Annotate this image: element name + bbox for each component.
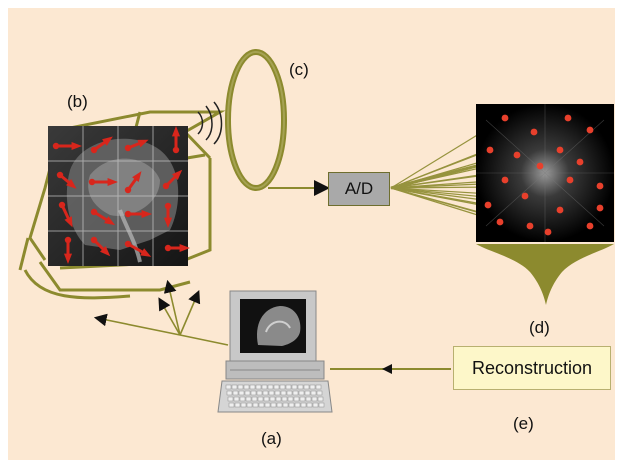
kspace-sample-dot bbox=[536, 162, 544, 170]
computer-terminal-icon bbox=[217, 290, 333, 413]
kspace-sample-dot bbox=[484, 201, 492, 209]
spin-arrow bbox=[58, 201, 73, 228]
kspace-sample-dot bbox=[486, 146, 494, 154]
kspace-sample-dot bbox=[501, 176, 509, 184]
ad-converter-box: A/D bbox=[328, 172, 390, 206]
kspace-samples bbox=[484, 114, 604, 236]
kspace-sample-dot bbox=[576, 158, 584, 166]
kspace-sample-dot bbox=[596, 204, 604, 212]
spin-arrow bbox=[90, 136, 113, 154]
kspace-sample-dot bbox=[556, 146, 564, 154]
spin-arrow bbox=[163, 202, 173, 228]
kspace-sample-dot bbox=[521, 192, 529, 200]
kspace-sample-dot bbox=[596, 182, 604, 190]
control-lines bbox=[93, 279, 229, 346]
reconstruction-box: Reconstruction bbox=[453, 346, 611, 390]
receive-coil-icon bbox=[225, 49, 287, 191]
label-e: (e) bbox=[513, 414, 534, 433]
spin-arrow bbox=[90, 236, 111, 257]
label-c: (c) bbox=[289, 60, 309, 79]
spin-arrow bbox=[162, 169, 183, 190]
spin-arrow bbox=[52, 141, 82, 151]
label-b: (b) bbox=[67, 92, 88, 111]
spin-arrow bbox=[124, 139, 149, 152]
kspace-funnel bbox=[476, 244, 614, 305]
rf-wave-icon bbox=[197, 101, 223, 145]
spin-arrow bbox=[88, 177, 118, 187]
spin-arrow bbox=[124, 209, 152, 219]
spin-arrow bbox=[63, 236, 73, 264]
spin-arrow bbox=[124, 171, 142, 194]
label-a: (a) bbox=[261, 429, 282, 448]
spin-arrow bbox=[56, 171, 77, 189]
brain-mri-slice bbox=[48, 126, 190, 266]
recon-arrow-icon bbox=[382, 364, 392, 374]
kspace-sample-dot bbox=[526, 222, 534, 230]
kspace-sample-dot bbox=[501, 114, 509, 122]
spin-arrow bbox=[164, 243, 190, 253]
kspace-sample-dot bbox=[564, 114, 572, 122]
spin-arrows bbox=[52, 126, 190, 264]
kspace-sample-dot bbox=[496, 218, 504, 226]
label-d: (d) bbox=[529, 318, 550, 337]
kspace-sample-dot bbox=[513, 151, 521, 159]
spin-arrow bbox=[90, 208, 116, 226]
kspace-sample-dot bbox=[566, 176, 574, 184]
spin-arrow bbox=[124, 240, 152, 257]
kspace-sample-dot bbox=[544, 228, 552, 236]
kspace-sample-dot bbox=[530, 128, 538, 136]
spin-arrow bbox=[171, 126, 181, 154]
k-space-image bbox=[476, 104, 614, 242]
kspace-sample-dot bbox=[586, 222, 594, 230]
kspace-sample-dot bbox=[586, 126, 594, 134]
kspace-sample-dot bbox=[556, 206, 564, 214]
